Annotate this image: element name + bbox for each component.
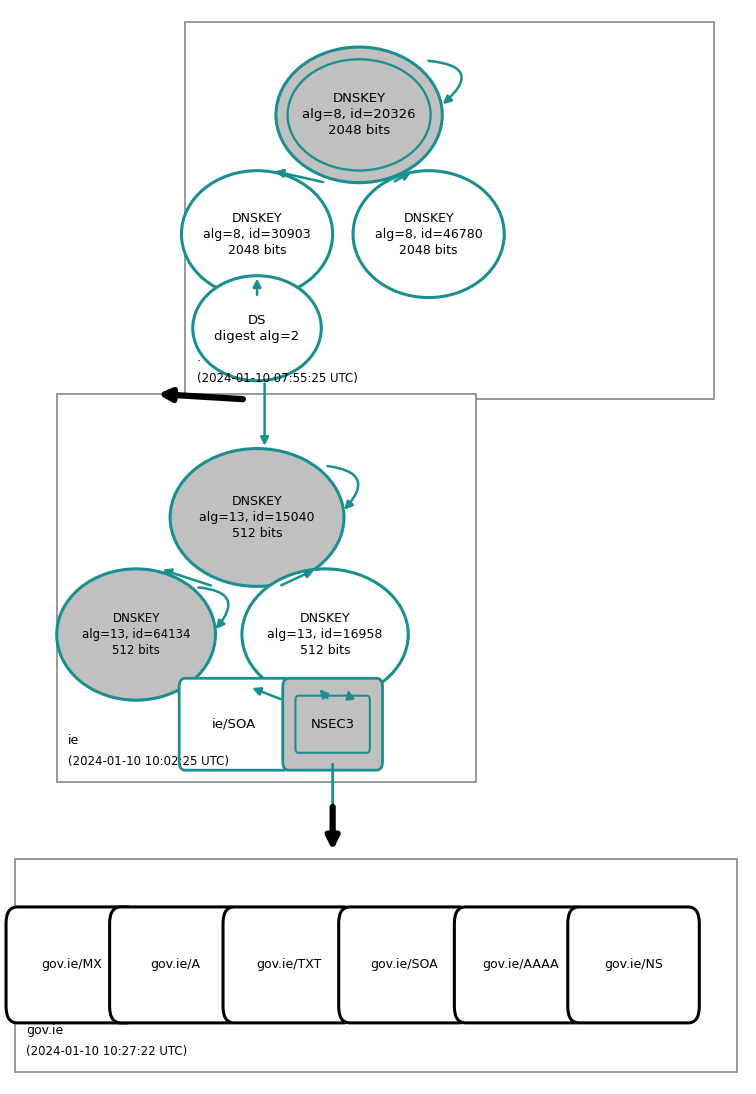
FancyBboxPatch shape (15, 859, 737, 1072)
Text: NSEC3: NSEC3 (311, 718, 355, 731)
Ellipse shape (57, 569, 215, 700)
Text: ie/SOA: ie/SOA (212, 718, 256, 731)
FancyBboxPatch shape (185, 22, 714, 399)
FancyBboxPatch shape (6, 907, 138, 1023)
Ellipse shape (276, 47, 442, 183)
Text: DNSKEY
alg=13, id=15040
512 bits: DNSKEY alg=13, id=15040 512 bits (200, 494, 314, 540)
Text: DNSKEY
alg=13, id=16958
512 bits: DNSKEY alg=13, id=16958 512 bits (268, 612, 383, 657)
Text: gov.ie/TXT: gov.ie/TXT (256, 958, 321, 971)
Text: DNSKEY
alg=8, id=46780
2048 bits: DNSKEY alg=8, id=46780 2048 bits (375, 211, 482, 257)
Text: (2024-01-10 10:02:25 UTC): (2024-01-10 10:02:25 UTC) (68, 755, 229, 768)
FancyBboxPatch shape (339, 907, 470, 1023)
FancyBboxPatch shape (179, 678, 290, 770)
FancyBboxPatch shape (57, 394, 476, 782)
Text: (2024-01-10 07:55:25 UTC): (2024-01-10 07:55:25 UTC) (197, 372, 358, 385)
Text: DS
digest alg=2: DS digest alg=2 (215, 314, 299, 342)
Text: gov.ie/MX: gov.ie/MX (42, 958, 102, 971)
Text: ie: ie (68, 734, 79, 747)
Text: gov.ie/SOA: gov.ie/SOA (370, 958, 438, 971)
Text: gov.ie/AAAA: gov.ie/AAAA (482, 958, 559, 971)
Ellipse shape (193, 276, 321, 381)
Ellipse shape (181, 171, 333, 298)
Text: DNSKEY
alg=8, id=20326
2048 bits: DNSKEY alg=8, id=20326 2048 bits (302, 92, 416, 138)
Ellipse shape (170, 449, 344, 586)
FancyBboxPatch shape (568, 907, 699, 1023)
Text: (2024-01-10 10:27:22 UTC): (2024-01-10 10:27:22 UTC) (26, 1045, 187, 1058)
FancyBboxPatch shape (283, 678, 383, 770)
Text: .: . (197, 351, 200, 364)
Text: DNSKEY
alg=8, id=30903
2048 bits: DNSKEY alg=8, id=30903 2048 bits (203, 211, 311, 257)
Ellipse shape (242, 569, 408, 700)
Text: gov.ie/A: gov.ie/A (150, 958, 200, 971)
FancyBboxPatch shape (223, 907, 355, 1023)
Text: gov.ie/NS: gov.ie/NS (604, 958, 663, 971)
Text: DNSKEY
alg=13, id=64134
512 bits: DNSKEY alg=13, id=64134 512 bits (82, 612, 191, 657)
FancyBboxPatch shape (110, 907, 241, 1023)
Text: gov.ie: gov.ie (26, 1024, 64, 1037)
FancyBboxPatch shape (454, 907, 586, 1023)
Ellipse shape (353, 171, 504, 298)
